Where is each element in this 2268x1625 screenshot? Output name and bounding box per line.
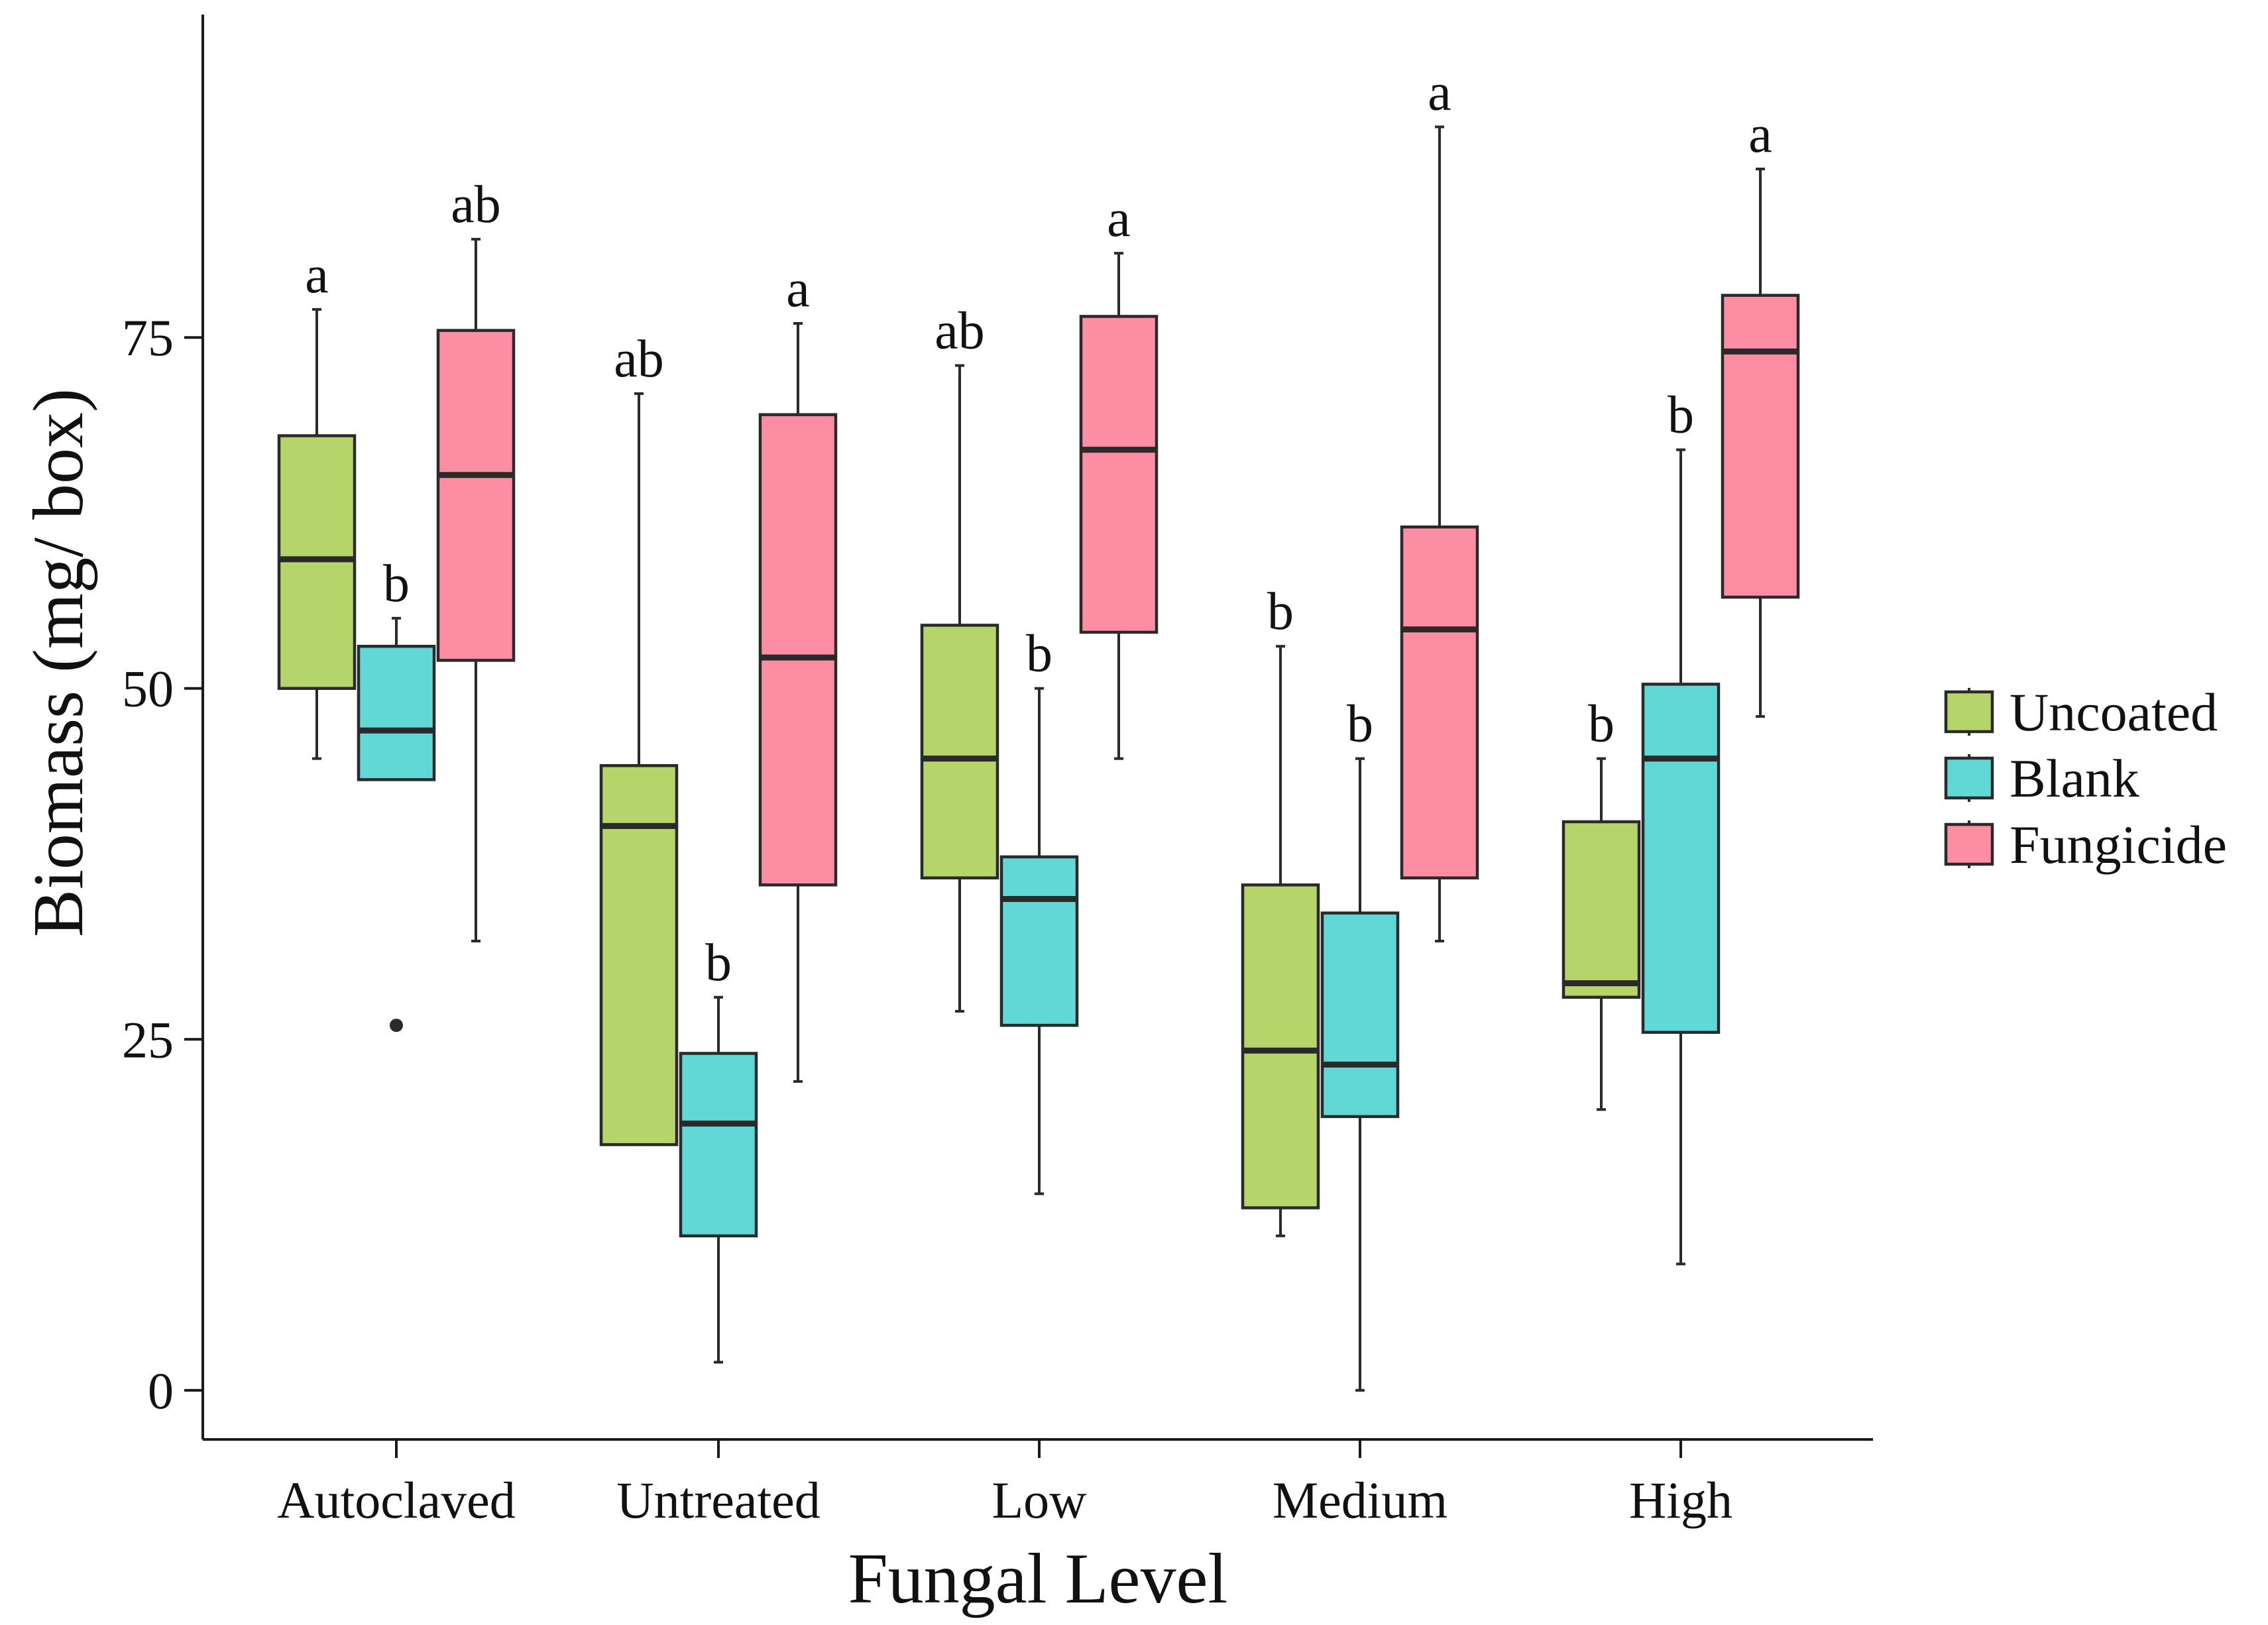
legend-key xyxy=(1944,822,1994,866)
legend-item-uncoated: Uncoated xyxy=(1944,682,2218,742)
outlier-point xyxy=(390,1019,403,1033)
significance-letter: b xyxy=(705,934,732,992)
iqr-box xyxy=(1641,683,1721,1034)
box-uncoated-medium: b xyxy=(1241,583,1320,1237)
legend-item-fungicide: Fungicide xyxy=(1944,814,2227,875)
significance-letter: b xyxy=(383,555,410,613)
significance-letter: a xyxy=(305,246,329,304)
y-tick-label: 50 xyxy=(122,660,174,718)
x-tick-label: Autoclaved xyxy=(277,1471,516,1529)
iqr-box xyxy=(1241,883,1320,1209)
significance-letter: b xyxy=(1267,583,1294,641)
iqr-box xyxy=(357,644,436,781)
box-fungicide-untreated: a xyxy=(758,260,838,1083)
iqr-box xyxy=(1721,294,1800,599)
legend-key xyxy=(1944,690,1994,734)
box-blank-low: b xyxy=(999,625,1079,1196)
iqr-box xyxy=(599,764,679,1147)
x-axis-title: Fungal Level xyxy=(848,1540,1228,1618)
significance-letter: ab xyxy=(614,330,664,388)
significance-letter: a xyxy=(786,260,810,318)
x-tick-label: Untreated xyxy=(616,1471,821,1529)
significance-letter: b xyxy=(1668,386,1694,445)
x-tick-label: Medium xyxy=(1273,1471,1447,1529)
box-fungicide-low: a xyxy=(1079,190,1159,760)
box-fungicide-high: a xyxy=(1721,105,1800,718)
box-blank-autoclaved: b xyxy=(357,555,436,1033)
significance-letter: ab xyxy=(451,176,501,234)
iqr-box xyxy=(1079,315,1159,634)
y-tick-label: 25 xyxy=(122,1011,174,1068)
x-axis-ticks: Autoclaved Untreated Low Medium High xyxy=(277,1439,1732,1529)
box-uncoated-low: ab xyxy=(920,302,999,1013)
legend-label: Fungicide xyxy=(2010,814,2227,875)
iqr-box xyxy=(758,413,838,887)
significance-letter: a xyxy=(1748,105,1772,164)
box-fungicide-medium: a xyxy=(1400,63,1479,943)
significance-letter: a xyxy=(1428,63,1451,121)
box-blank-high: b xyxy=(1641,386,1721,1266)
iqr-box xyxy=(1400,525,1479,879)
significance-letter: a xyxy=(1107,190,1131,248)
iqr-box xyxy=(999,855,1079,1027)
y-axis-title: Biomass (mg/ box) xyxy=(19,388,98,937)
x-tick-label: Low xyxy=(992,1471,1087,1529)
significance-letter: b xyxy=(1347,695,1373,754)
box-uncoated-high: b xyxy=(1561,695,1641,1111)
box-fungicide-autoclaved: ab xyxy=(436,176,516,943)
iqr-box xyxy=(436,329,516,662)
significance-letter: b xyxy=(1026,625,1052,683)
iqr-box xyxy=(920,624,999,879)
legend-label: Blank xyxy=(2010,748,2139,809)
box-blank-untreated: b xyxy=(679,934,758,1364)
iqr-box xyxy=(1320,911,1400,1119)
y-tick-label: 0 xyxy=(148,1362,174,1420)
iqr-box xyxy=(1561,820,1641,999)
significance-letter: b xyxy=(1588,695,1615,754)
y-axis-ticks: 0 25 50 75 xyxy=(122,309,203,1420)
box-blank-medium: b xyxy=(1320,695,1400,1392)
box-uncoated-untreated: ab xyxy=(599,330,679,1147)
legend-key xyxy=(1944,756,1994,800)
legend-item-blank: Blank xyxy=(1944,748,2139,809)
legend-label: Uncoated xyxy=(2010,682,2218,742)
y-tick-label: 75 xyxy=(122,309,174,366)
iqr-box xyxy=(679,1052,758,1238)
x-tick-label: High xyxy=(1629,1471,1732,1529)
box-uncoated-autoclaved: a xyxy=(277,246,357,760)
significance-letter: ab xyxy=(935,302,985,361)
